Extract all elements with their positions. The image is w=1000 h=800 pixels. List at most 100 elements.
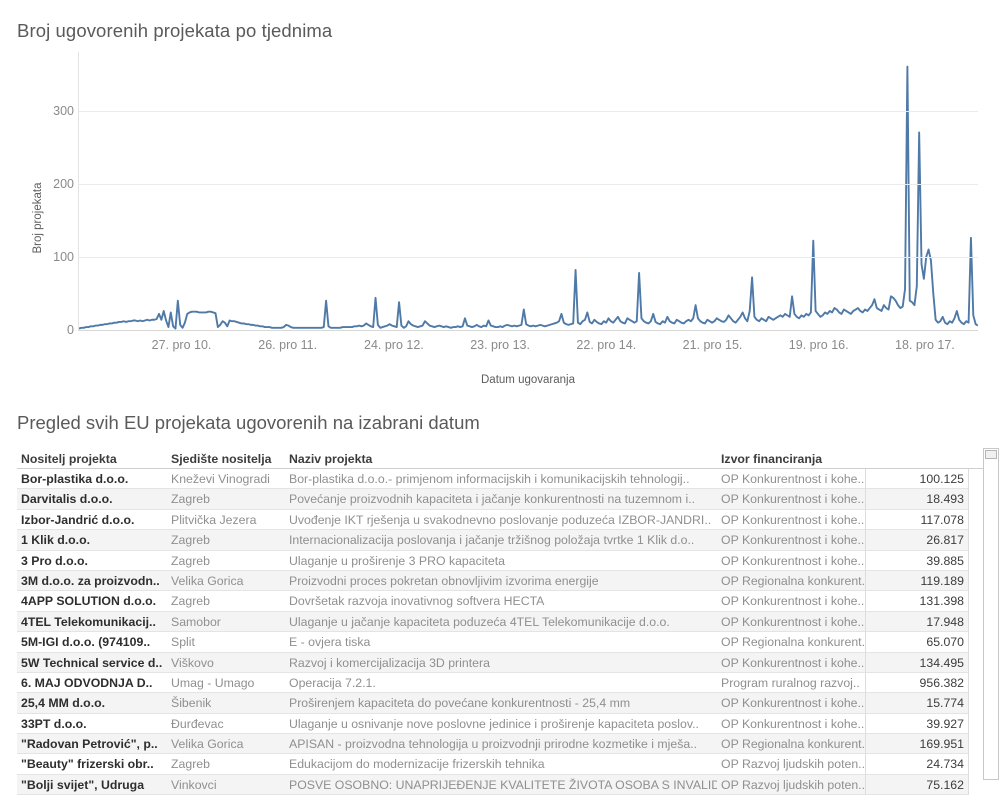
cell-nositelj[interactable]: "Bolji svijet", Udruga — [17, 774, 167, 796]
table-row[interactable]: 6. MAJ ODVODNJA D.. Umag - Umago Operacija… — [17, 672, 983, 694]
table-row[interactable]: 4TEL Telekomunikacij.. Samobor Ulaganje u … — [17, 611, 983, 633]
cell-iznos[interactable]: 39.927 — [865, 713, 969, 735]
cell-naziv[interactable]: Dovršetak razvoja inovativnog softvera H… — [285, 591, 717, 612]
table-vertical-scrollbar[interactable] — [983, 448, 999, 780]
cell-nositelj[interactable]: 1 Klik d.o.o. — [17, 530, 167, 551]
cell-izvor[interactable]: OP Konkurentnost i kohe.. — [717, 530, 865, 551]
cell-sjediste[interactable]: Split — [167, 632, 285, 653]
cell-iznos[interactable]: 100.125 — [865, 469, 969, 490]
cell-naziv[interactable]: Razvoj i komercijalizacija 3D printera — [285, 652, 717, 673]
cell-sjediste[interactable]: Plitvička Jezera — [167, 510, 285, 531]
cell-nositelj[interactable]: 25,4 MM d.o.o. — [17, 693, 167, 714]
table-row[interactable]: 1 Klik d.o.o. Zagreb Internacionalizacija … — [17, 530, 983, 551]
cell-naziv[interactable]: Edukacijom do modernizacije frizerskih t… — [285, 754, 717, 775]
cell-naziv[interactable]: Povećanje proizvodnih kapaciteta i jačan… — [285, 489, 717, 510]
table-row[interactable]: 5M-IGI d.o.o. (974109.. Split E - ovjera t… — [17, 632, 983, 653]
column-header-naziv[interactable]: Naziv projekta — [289, 452, 373, 466]
cell-nositelj[interactable]: 5W Technical service d.. — [17, 652, 167, 673]
cell-nositelj[interactable]: Izbor-Jandrić d.o.o. — [17, 510, 167, 531]
cell-naziv[interactable]: Ulaganje u osnivanje nove poslovne jedin… — [285, 714, 717, 735]
cell-iznos[interactable]: 75.162 — [865, 774, 969, 796]
cell-iznos[interactable]: 17.948 — [865, 611, 969, 633]
chart-plot-area[interactable] — [78, 52, 978, 331]
table-row[interactable]: "Beauty" frizerski obr.. Zagreb Edukacijom… — [17, 754, 983, 775]
cell-iznos[interactable]: 134.495 — [865, 652, 969, 673]
column-header-sjediste[interactable]: Sjedište nositelja — [171, 452, 272, 466]
cell-nositelj[interactable]: "Radovan Petrović", p.. — [17, 734, 167, 755]
cell-nositelj[interactable]: Bor-plastika d.o.o. — [17, 469, 167, 490]
cell-izvor[interactable]: OP Konkurentnost i kohe.. — [717, 611, 865, 633]
cell-izvor[interactable]: OP Konkurentnost i kohe.. — [717, 510, 865, 531]
cell-naziv[interactable]: Ulaganje u proširenje 3 PRO kapaciteta — [285, 551, 717, 571]
cell-naziv[interactable]: Proširenjem kapaciteta do povećane konku… — [285, 693, 717, 714]
table-row[interactable]: "Radovan Petrović", p.. Velika Gorica APIS… — [17, 734, 983, 755]
cell-iznos[interactable]: 18.493 — [865, 489, 969, 510]
cell-sjediste[interactable]: Zagreb — [167, 551, 285, 571]
table-row[interactable]: 25,4 MM d.o.o. Šibenik Proširenjem kapacit… — [17, 693, 983, 714]
cell-naziv[interactable]: Ulaganje u jačanje kapaciteta poduzeća 4… — [285, 611, 717, 633]
table-row[interactable]: 3 Pro d.o.o. Zagreb Ulaganje u proširenje … — [17, 550, 983, 571]
cell-naziv[interactable]: APISAN - proizvodna tehnologija u proizv… — [285, 734, 717, 755]
cell-sjediste[interactable]: Zagreb — [167, 530, 285, 551]
cell-sjediste[interactable]: Zagreb — [167, 591, 285, 612]
cell-sjediste[interactable]: Zagreb — [167, 754, 285, 775]
cell-izvor[interactable]: OP Regionalna konkurent.. — [717, 632, 865, 653]
cell-izvor[interactable]: OP Razvoj ljudskih poten.. — [717, 774, 865, 796]
table-row[interactable]: Bor-plastika d.o.o. Kneževi Vinogradi Bor-… — [17, 469, 983, 490]
cell-nositelj[interactable]: 4TEL Telekomunikacij.. — [17, 611, 167, 633]
cell-iznos[interactable]: 24.734 — [865, 754, 969, 775]
scrollbar-thumb[interactable] — [985, 450, 997, 459]
cell-sjediste[interactable]: Velika Gorica — [167, 734, 285, 755]
cell-nositelj[interactable]: 5M-IGI d.o.o. (974109.. — [17, 632, 167, 653]
cell-sjediste[interactable]: Kneževi Vinogradi — [167, 469, 285, 490]
cell-izvor[interactable]: OP Konkurentnost i kohe.. — [717, 591, 865, 612]
cell-nositelj[interactable]: 6. MAJ ODVODNJA D.. — [17, 673, 167, 694]
cell-naziv[interactable]: Internacionalizacija poslovanja i jačanj… — [285, 530, 717, 551]
cell-iznos[interactable]: 117.078 — [865, 509, 969, 531]
cell-sjediste[interactable]: Viškovo — [167, 652, 285, 673]
column-header-izvor[interactable]: Izvor financiranja — [721, 452, 823, 466]
cell-nositelj[interactable]: 3 Pro d.o.o. — [17, 551, 167, 571]
cell-iznos[interactable]: 65.070 — [865, 632, 969, 653]
cell-nositelj[interactable]: 4APP SOLUTION d.o.o. — [17, 591, 167, 612]
cell-sjediste[interactable]: Velika Gorica — [167, 570, 285, 592]
column-header-iznos[interactable] — [865, 466, 969, 468]
cell-nositelj[interactable]: 33PT d.o.o. — [17, 714, 167, 735]
cell-naziv[interactable]: Bor-plastika d.o.o.- primjenom informaci… — [285, 469, 717, 490]
cell-izvor[interactable]: OP Razvoj ljudskih poten.. — [717, 754, 865, 775]
cell-naziv[interactable]: Proizvodni proces pokretan obnovljivim i… — [285, 570, 717, 592]
cell-naziv[interactable]: E - ovjera tiska — [285, 632, 717, 653]
cell-iznos[interactable]: 119.189 — [865, 570, 969, 592]
table-row[interactable]: 3M d.o.o. za proizvodn.. Velika Gorica Pro… — [17, 570, 983, 592]
table-row[interactable]: 4APP SOLUTION d.o.o. Zagreb Dovršetak razv… — [17, 591, 983, 612]
cell-sjediste[interactable]: Samobor — [167, 611, 285, 633]
cell-izvor[interactable]: OP Konkurentnost i kohe.. — [717, 693, 865, 714]
cell-sjediste[interactable]: Umag - Umago — [167, 673, 285, 694]
cell-naziv[interactable]: Uvođenje IKT rješenja u svakodnevno posl… — [285, 510, 717, 531]
cell-iznos[interactable]: 956.382 — [865, 672, 969, 694]
cell-iznos[interactable]: 39.885 — [865, 550, 969, 571]
cell-sjediste[interactable]: Đurđevac — [167, 714, 285, 735]
cell-iznos[interactable]: 169.951 — [865, 734, 969, 755]
cell-iznos[interactable]: 131.398 — [865, 591, 969, 612]
cell-izvor[interactable]: OP Konkurentnost i kohe.. — [717, 489, 865, 510]
table-row[interactable]: 33PT d.o.o. Đurđevac Ulaganje u osnivanje … — [17, 713, 983, 735]
table-row[interactable]: 5W Technical service d.. Viškovo Razvoj i … — [17, 652, 983, 673]
table-row[interactable]: Darvitalis d.o.o. Zagreb Povećanje proizvo… — [17, 489, 983, 510]
cell-naziv[interactable]: Operacija 7.2.1. — [285, 673, 717, 694]
cell-izvor[interactable]: OP Konkurentnost i kohe.. — [717, 652, 865, 673]
table-row[interactable]: "Bolji svijet", Udruga Vinkovci POSVE OSOB… — [17, 774, 983, 796]
cell-izvor[interactable]: Program ruralnog razvoj.. — [717, 673, 865, 694]
cell-naziv[interactable]: POSVE OSOBNO: UNAPRIJEĐENJE KVALITETE ŽI… — [285, 774, 717, 796]
cell-sjediste[interactable]: Zagreb — [167, 489, 285, 510]
cell-sjediste[interactable]: Šibenik — [167, 693, 285, 714]
cell-izvor[interactable]: OP Konkurentnost i kohe.. — [717, 469, 865, 490]
cell-izvor[interactable]: OP Regionalna konkurent.. — [717, 570, 865, 592]
cell-nositelj[interactable]: Darvitalis d.o.o. — [17, 489, 167, 510]
cell-iznos[interactable]: 26.817 — [865, 530, 969, 551]
cell-izvor[interactable]: OP Konkurentnost i kohe.. — [717, 714, 865, 735]
cell-nositelj[interactable]: 3M d.o.o. za proizvodn.. — [17, 570, 167, 592]
cell-nositelj[interactable]: "Beauty" frizerski obr.. — [17, 754, 167, 775]
cell-iznos[interactable]: 15.774 — [865, 693, 969, 714]
column-header-nositelj[interactable]: Nositelj projekta — [21, 452, 117, 466]
